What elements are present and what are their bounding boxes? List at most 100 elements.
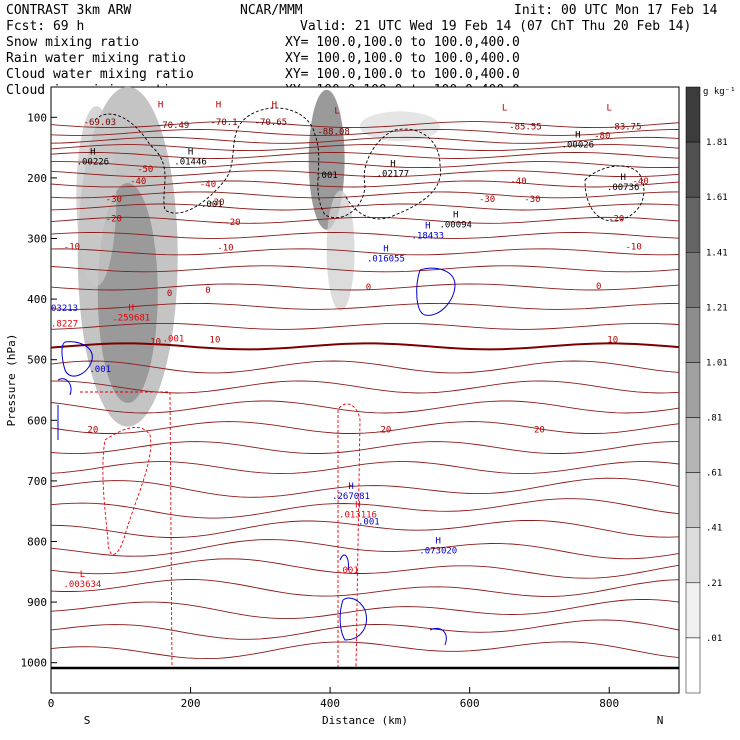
x-tick-label-0: 0 bbox=[48, 697, 55, 710]
extremum-marker: H bbox=[90, 148, 95, 158]
isotherm-line bbox=[50, 498, 680, 519]
isotherm-label: -40 bbox=[632, 177, 648, 187]
isotherm-line bbox=[50, 144, 680, 152]
extremum-marker: H bbox=[355, 500, 360, 510]
x-axis-label: Distance (km) bbox=[322, 714, 408, 727]
snow-shading-blob bbox=[76, 106, 117, 287]
x-axis: 0 200 400 600 800 bbox=[48, 687, 619, 710]
isotherm-line bbox=[50, 360, 680, 374]
isotherm-label: -40 bbox=[130, 177, 146, 187]
isotherm-label: -30 bbox=[479, 195, 495, 205]
y-tick-label-100: 100 bbox=[27, 111, 47, 124]
extremum-marker: H bbox=[620, 173, 625, 183]
plot-area: -69.03 -70.49 -70.1 -70.65 -88.08 -85.55 -83.7… bbox=[50, 86, 680, 694]
isotherm-label: -10 bbox=[626, 242, 642, 252]
isotherm-label: -10 bbox=[217, 244, 233, 254]
cloud-water-contour-upper bbox=[416, 267, 456, 316]
isotherm-label: -20 bbox=[106, 215, 122, 225]
isotherm-line bbox=[50, 477, 680, 498]
snow-shading-blob bbox=[359, 111, 440, 142]
contour-label: .001 bbox=[337, 566, 359, 576]
colorbar-label-1: .21 bbox=[706, 579, 722, 589]
isotherm-label: 0 bbox=[366, 283, 371, 293]
y-axis-label: Pressure (hPa) bbox=[5, 334, 18, 427]
isotherm-line bbox=[50, 421, 680, 434]
header-project: CONTRAST 3km ARW bbox=[6, 3, 131, 18]
isotherm-line bbox=[50, 265, 680, 273]
y-tick-label-800: 800 bbox=[27, 536, 47, 549]
isotherm-line bbox=[50, 461, 680, 475]
colorbar-swatch bbox=[685, 196, 701, 253]
isotherm-label: -83.75 bbox=[609, 122, 642, 132]
colorbar-label-6: 1.21 bbox=[706, 303, 728, 313]
isotherm-line bbox=[50, 216, 680, 224]
legend-snow-xy: XY= 100.0,100.0 to 100.0,400.0 bbox=[285, 35, 520, 50]
isotherm-line bbox=[50, 558, 680, 579]
extremum-marker: H bbox=[436, 537, 441, 547]
y-tick-label-200: 200 bbox=[27, 172, 47, 185]
isotherm-label: -20 bbox=[608, 215, 624, 225]
legend-cloudwater: Cloud water mixing ratio bbox=[6, 67, 194, 82]
isotherm-line bbox=[50, 400, 680, 414]
rain-contour-left bbox=[80, 391, 173, 669]
colorbar-swatch bbox=[685, 637, 701, 694]
isotherm-line bbox=[50, 519, 680, 538]
isotherm-label: -85.55 bbox=[509, 122, 542, 132]
legend-snow: Snow mixing ratio bbox=[6, 35, 139, 50]
extremum-value: .00094 bbox=[439, 221, 472, 231]
isotherm-line bbox=[50, 641, 680, 660]
isotherm-line bbox=[50, 248, 680, 256]
contour-label-layer: -69.03 -70.49 -70.1 -70.65 -88.08 -85.55 -83.7… bbox=[51, 100, 649, 590]
header-valid: Valid: 21 UTC Wed 19 Feb 14 (07 ChT Thu … bbox=[300, 19, 691, 34]
colorbar: .01 .21 .41 .61 .81 1.01 1.21 1.41 1.61 1.81 bbox=[685, 86, 728, 694]
isotherm-line bbox=[50, 191, 680, 199]
isotherm-label: -40 bbox=[200, 180, 216, 190]
extremum-value: .259681 bbox=[112, 313, 150, 323]
extremum-marker: L bbox=[80, 570, 85, 580]
isotherm-label: -69.03 bbox=[84, 118, 117, 128]
isotherm-line bbox=[50, 170, 680, 178]
contour-label: .001 bbox=[89, 365, 111, 375]
cloud-ice-contour bbox=[94, 107, 442, 220]
isotherm-label: -70.1 bbox=[211, 118, 238, 128]
isotherm-line bbox=[50, 283, 680, 291]
y-tick-label-500: 500 bbox=[27, 354, 47, 367]
y-tick-label-300: 300 bbox=[27, 233, 47, 246]
colorbar-swatch bbox=[685, 252, 701, 308]
header-forecast: Fcst: 69 h bbox=[6, 19, 84, 34]
legend-cloudwater-xy: XY= 100.0,100.0 to 100.0,400.0 bbox=[285, 67, 520, 82]
x-tick-label-800: 800 bbox=[599, 697, 619, 710]
extremum-value: .00226 bbox=[77, 158, 110, 168]
y-axis: 100 200 300 400 500 600 700 800 900 1000 bbox=[21, 111, 57, 670]
contour-label: 03213 bbox=[51, 304, 78, 314]
extremum-value: .073020 bbox=[419, 547, 457, 557]
isotherm-label: -20 bbox=[224, 218, 240, 228]
colorbar-unit: g kg⁻¹ bbox=[703, 87, 736, 97]
isotherm-line bbox=[50, 203, 680, 211]
contour-label: .8227 bbox=[51, 319, 78, 329]
isotherm-line bbox=[50, 136, 680, 144]
contour-label: .001 bbox=[358, 518, 380, 528]
isotherm-label: 10 bbox=[607, 336, 618, 346]
extremum-marker: H bbox=[188, 148, 193, 158]
extremum-marker: H bbox=[348, 482, 353, 492]
colorbar-label-3: .61 bbox=[706, 469, 722, 479]
extremum-value: .267081 bbox=[332, 492, 370, 502]
isotherm-label: 0 bbox=[205, 286, 210, 296]
isotherm-label: -88.08 bbox=[317, 127, 350, 137]
extremum-value: .016055 bbox=[367, 255, 405, 265]
isotherm-label: -70.65 bbox=[255, 118, 288, 128]
isotherm-line bbox=[50, 441, 680, 455]
colorbar-label-5: 1.01 bbox=[706, 358, 728, 368]
isotherm-label: 20 bbox=[534, 425, 545, 435]
cloud-ice-contour-right bbox=[584, 165, 645, 222]
header-org: NCAR/MMM bbox=[240, 3, 303, 18]
contour-label: .001 bbox=[201, 200, 223, 210]
isotherm-line bbox=[50, 302, 680, 310]
extremum-value: .02177 bbox=[377, 170, 410, 180]
extremum-marker: L bbox=[607, 103, 612, 113]
isotherm-line bbox=[50, 121, 680, 129]
isotherm-label: 0 bbox=[167, 289, 172, 299]
isotherm-label: 10 bbox=[210, 336, 221, 346]
isotherm-line bbox=[51, 161, 680, 169]
